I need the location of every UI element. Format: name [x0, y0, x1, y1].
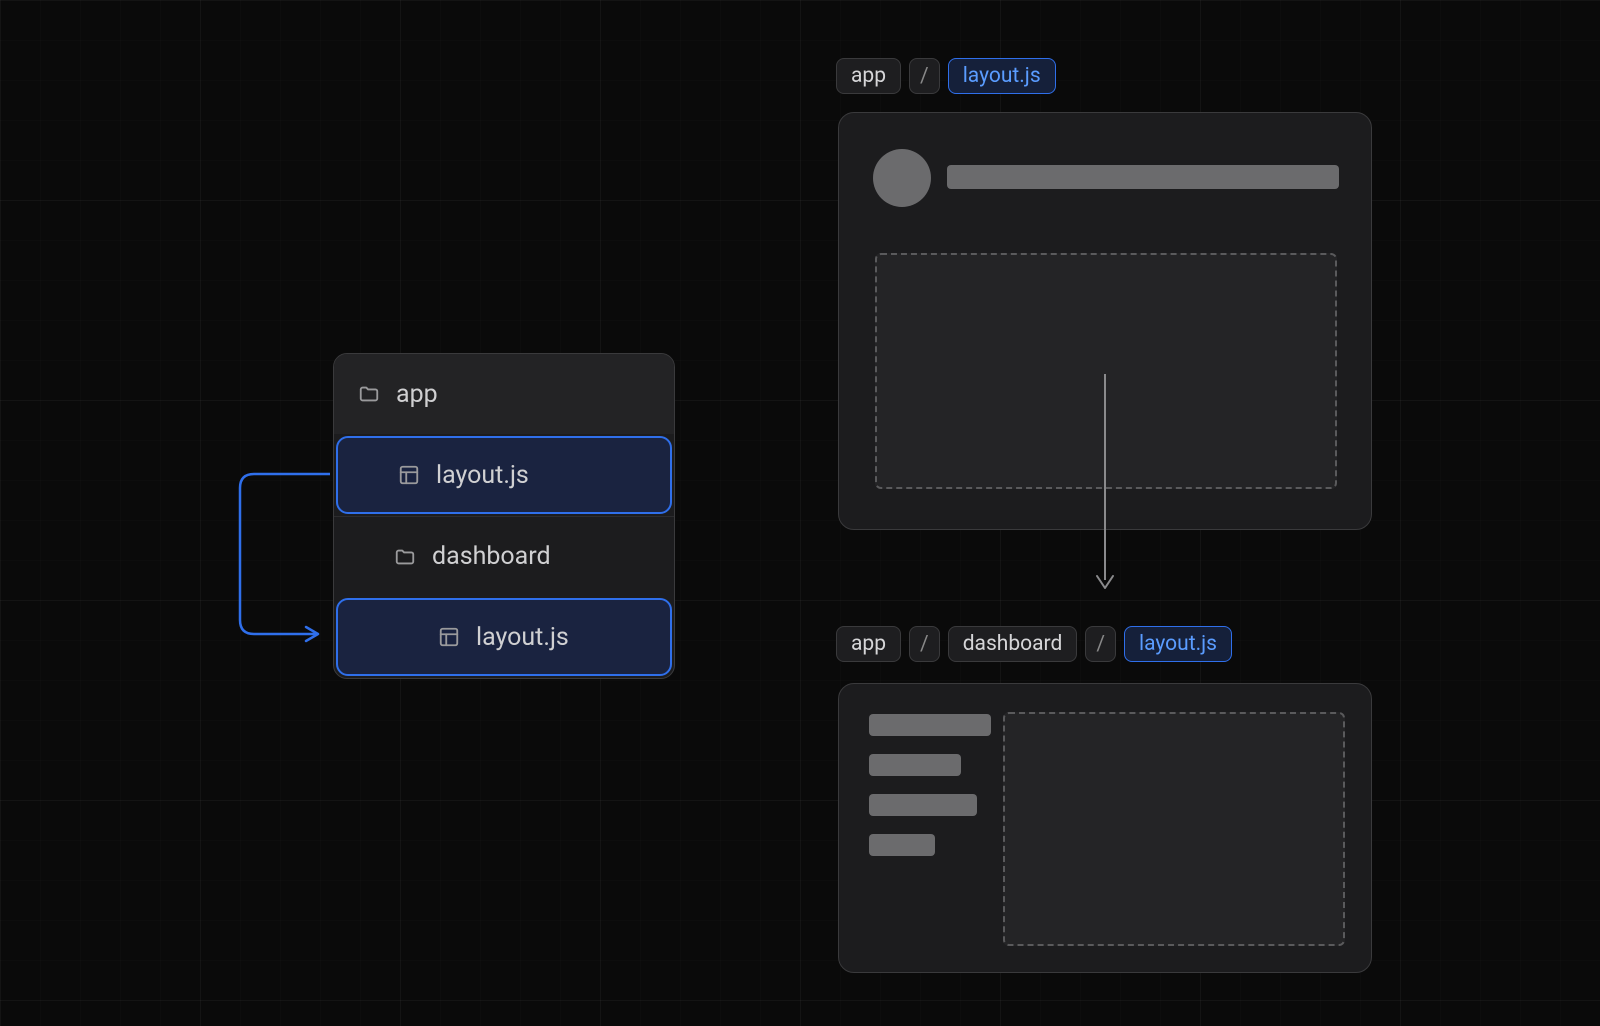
avatar-placeholder [873, 149, 931, 207]
crumb-separator: / [909, 626, 940, 662]
tree-label: app [396, 380, 438, 409]
tree-label: layout.js [436, 461, 529, 490]
file-tree-panel: app layout.js dashboard layout.js [333, 353, 675, 679]
sidebar-item-placeholder [869, 754, 961, 776]
crumb-segment: app [836, 626, 901, 662]
children-slot [875, 253, 1337, 489]
preview-dashboard-layout [838, 683, 1372, 973]
folder-icon [394, 546, 416, 568]
tree-row-layout-1: layout.js [336, 436, 672, 514]
tree-row-layout-2: layout.js [336, 598, 672, 676]
tree-label: layout.js [476, 623, 569, 652]
breadcrumb-bottom: app / dashboard / layout.js [836, 626, 1232, 662]
crumb-segment: dashboard [948, 626, 1078, 662]
tree-row-dashboard: dashboard [334, 516, 674, 596]
header-bar-placeholder [947, 165, 1339, 189]
sidebar-item-placeholder [869, 794, 977, 816]
sidebar-item-placeholder [869, 714, 991, 736]
breadcrumb-top: app / layout.js [836, 58, 1056, 94]
children-slot [1003, 712, 1345, 946]
sidebar-item-placeholder [869, 834, 935, 856]
preview-root-layout [838, 112, 1372, 530]
crumb-segment: app [836, 58, 901, 94]
layout-icon [438, 626, 460, 648]
crumb-active: layout.js [1124, 626, 1232, 662]
tree-row-app: app [334, 354, 674, 434]
layout-icon [398, 464, 420, 486]
crumb-separator: / [909, 58, 940, 94]
tree-label: dashboard [432, 542, 551, 571]
crumb-separator: / [1085, 626, 1116, 662]
folder-icon [358, 383, 380, 405]
crumb-active: layout.js [948, 58, 1056, 94]
